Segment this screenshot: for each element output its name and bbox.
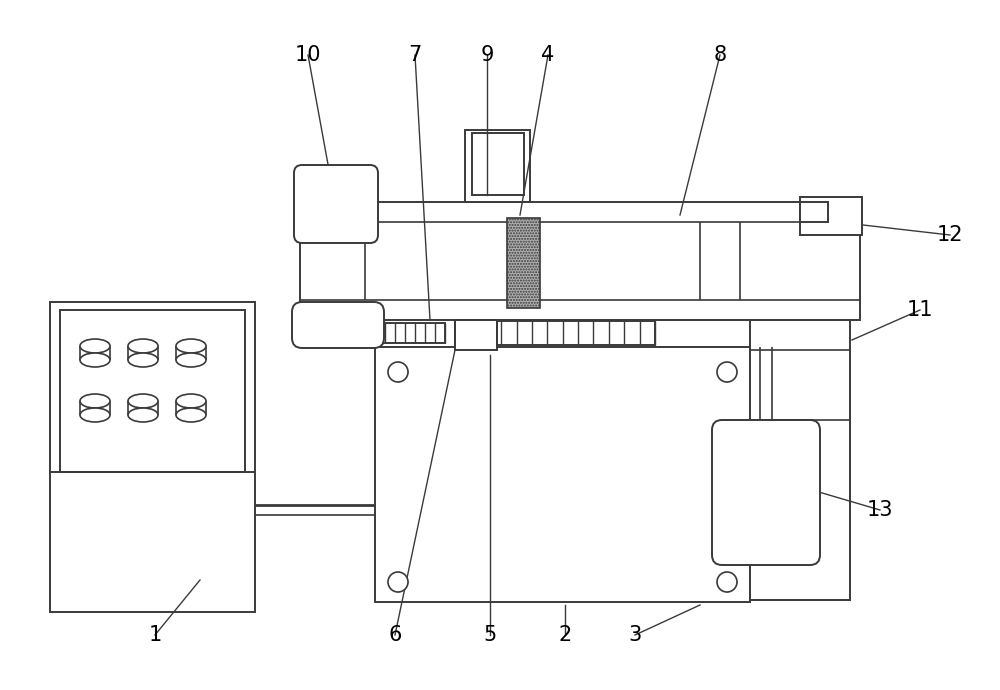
Text: 13: 13	[867, 500, 893, 520]
Text: 12: 12	[937, 225, 963, 245]
FancyBboxPatch shape	[294, 165, 378, 243]
Text: 6: 6	[388, 625, 402, 645]
Ellipse shape	[80, 353, 110, 367]
Text: 3: 3	[628, 625, 642, 645]
Ellipse shape	[176, 353, 206, 367]
Bar	[750, 245, 850, 600]
Ellipse shape	[176, 339, 206, 353]
Bar	[800, 202, 828, 222]
Bar	[375, 347, 750, 602]
Bar	[50, 302, 255, 612]
Circle shape	[717, 362, 737, 382]
Ellipse shape	[80, 408, 110, 422]
Text: 7: 7	[408, 45, 422, 65]
Circle shape	[388, 362, 408, 382]
Circle shape	[388, 572, 408, 592]
Ellipse shape	[128, 353, 158, 367]
Circle shape	[717, 572, 737, 592]
FancyBboxPatch shape	[292, 302, 384, 348]
Ellipse shape	[80, 394, 110, 408]
Ellipse shape	[80, 339, 110, 353]
Bar	[465, 130, 530, 202]
Text: 2: 2	[558, 625, 572, 645]
Text: 9: 9	[480, 45, 494, 65]
Text: 1: 1	[148, 625, 162, 645]
Text: 11: 11	[907, 300, 933, 320]
FancyBboxPatch shape	[712, 420, 820, 565]
Bar	[800, 197, 862, 235]
Ellipse shape	[128, 408, 158, 422]
Bar	[455, 321, 655, 345]
Bar	[455, 320, 497, 350]
Text: 5: 5	[483, 625, 497, 645]
Bar	[507, 218, 540, 308]
Ellipse shape	[176, 394, 206, 408]
Bar	[60, 310, 245, 472]
Ellipse shape	[128, 394, 158, 408]
Bar	[300, 202, 860, 320]
Bar	[375, 323, 445, 343]
Text: 10: 10	[295, 45, 321, 65]
Text: 4: 4	[541, 45, 555, 65]
Text: 8: 8	[713, 45, 727, 65]
Ellipse shape	[176, 408, 206, 422]
Ellipse shape	[128, 339, 158, 353]
Bar	[472, 133, 524, 195]
